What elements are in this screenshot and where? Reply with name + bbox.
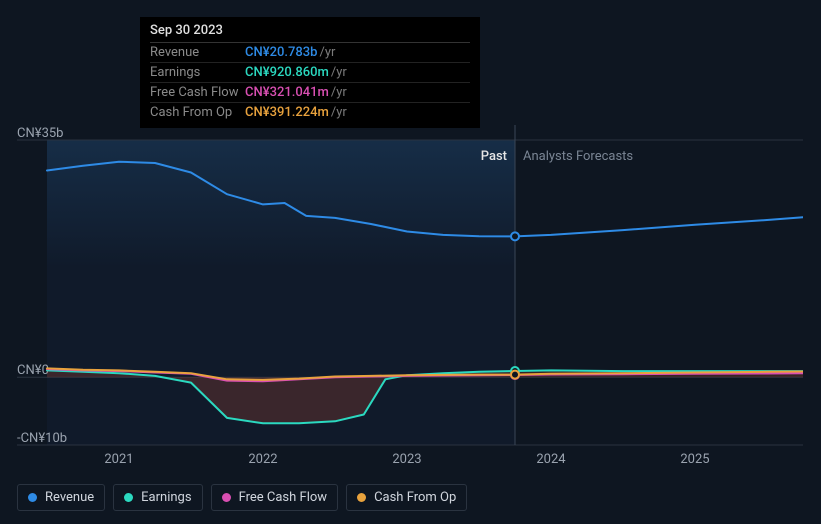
tooltip-row: RevenueCN¥20.783b /yr xyxy=(150,43,470,63)
tooltip-row-label: Revenue xyxy=(150,45,245,60)
y-axis-label: -CN¥10b xyxy=(17,431,67,446)
y-axis-label: CN¥0 xyxy=(17,363,49,378)
series-marker-cash-from-op xyxy=(511,371,519,379)
x-axis-label: 2023 xyxy=(392,452,421,467)
legend-dot-icon xyxy=(357,493,366,502)
x-axis-label: 2025 xyxy=(680,452,709,467)
tooltip-row-label: Cash From Op xyxy=(150,105,245,120)
forecast-section-label: Analysts Forecasts xyxy=(523,149,633,164)
legend-dot-icon xyxy=(28,493,37,502)
tooltip-date: Sep 30 2023 xyxy=(150,23,470,43)
tooltip-row-value: CN¥920.860m xyxy=(245,65,329,80)
tooltip-row: EarningsCN¥920.860m /yr xyxy=(150,63,470,83)
chart-tooltip: Sep 30 2023 RevenueCN¥20.783b /yrEarning… xyxy=(140,17,480,128)
series-marker-revenue xyxy=(511,232,519,240)
x-axis-label: 2021 xyxy=(104,452,133,467)
legend-dot-icon xyxy=(124,493,133,502)
legend-item-label: Earnings xyxy=(141,490,191,505)
legend-item-label: Revenue xyxy=(45,490,94,505)
tooltip-row-value: CN¥321.041m xyxy=(245,85,329,100)
tooltip-row: Free Cash FlowCN¥321.041m /yr xyxy=(150,83,470,103)
x-axis-label: 2024 xyxy=(536,452,566,467)
y-axis-label: CN¥35b xyxy=(17,126,63,141)
chart-svg: CN¥35b CN¥0 -CN¥10b 2021 2022 2023 2024 2025 Pas… xyxy=(17,125,803,475)
tooltip-row-unit: /yr xyxy=(331,65,347,80)
tooltip-row-unit: /yr xyxy=(331,105,347,120)
legend-item-label: Cash From Op xyxy=(374,490,456,505)
legend: Revenue Earnings Free Cash Flow Cash From O… xyxy=(17,484,467,511)
tooltip-row-label: Free Cash Flow xyxy=(150,85,245,100)
past-section-label: Past xyxy=(481,149,507,164)
chart-area[interactable]: CN¥35bCN¥0-CN¥10b20212022202320242025Pas… xyxy=(17,125,803,445)
tooltip-row-value: CN¥20.783b xyxy=(245,45,317,60)
x-axis-label: 2022 xyxy=(248,452,277,467)
tooltip-row-value: CN¥391.224m xyxy=(245,105,329,120)
legend-item-cash-from-op[interactable]: Cash From Op xyxy=(346,484,467,511)
legend-item-earnings[interactable]: Earnings xyxy=(113,484,202,511)
legend-item-label: Free Cash Flow xyxy=(239,490,327,505)
tooltip-row-unit: /yr xyxy=(331,85,347,100)
legend-item-free-cash-flow[interactable]: Free Cash Flow xyxy=(211,484,338,511)
tooltip-row-label: Earnings xyxy=(150,65,245,80)
legend-dot-icon xyxy=(222,493,231,502)
legend-item-revenue[interactable]: Revenue xyxy=(17,484,105,511)
tooltip-row: Cash From OpCN¥391.224m /yr xyxy=(150,103,470,120)
tooltip-row-unit: /yr xyxy=(319,45,335,60)
